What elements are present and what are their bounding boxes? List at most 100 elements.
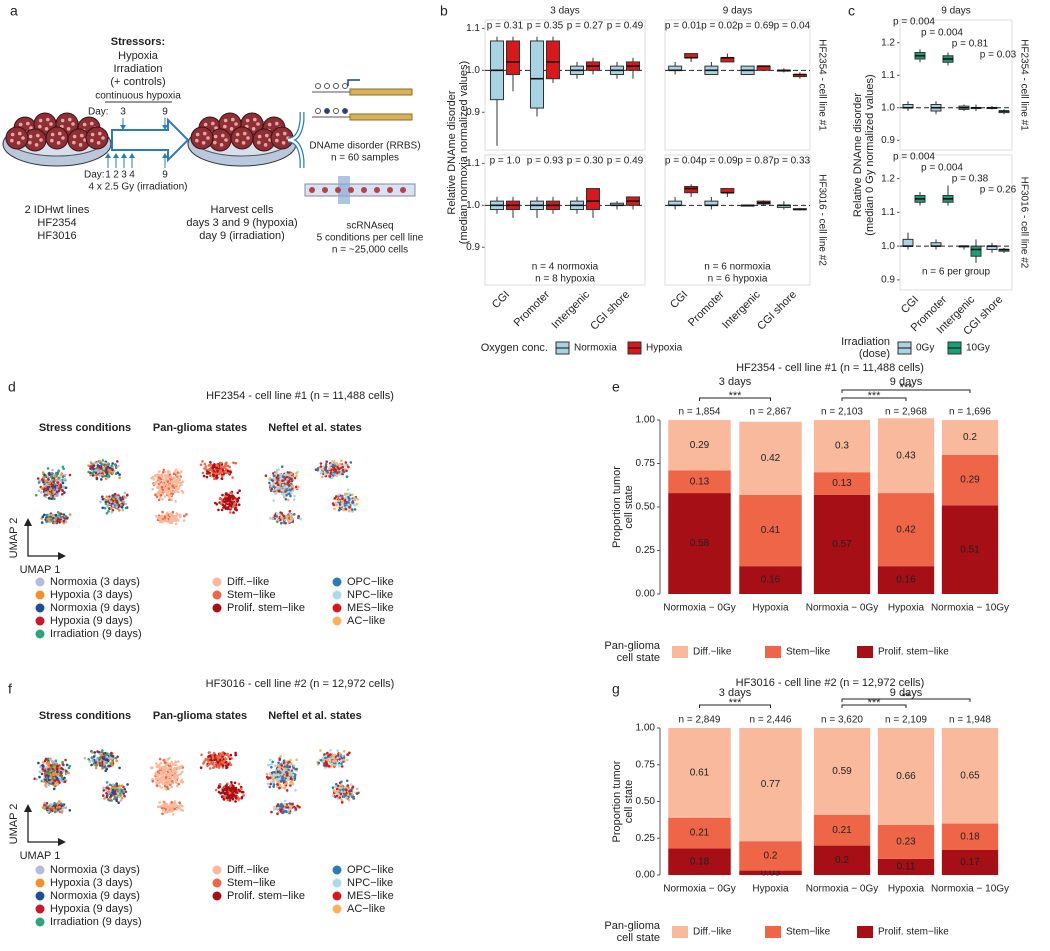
legend-swatch xyxy=(35,616,45,626)
umap-cell xyxy=(280,764,284,767)
umap-cell xyxy=(333,497,337,500)
umap-cell xyxy=(94,473,97,477)
umap-cell xyxy=(285,485,289,489)
p-value: p = 0.02 xyxy=(701,21,738,32)
umap-cell xyxy=(155,784,159,787)
umap-cell xyxy=(111,788,115,792)
umap-cell xyxy=(49,805,52,809)
umap-cell xyxy=(272,773,276,776)
umap-cell xyxy=(37,489,41,493)
umap-cell xyxy=(107,787,110,790)
umap-cell xyxy=(171,510,175,514)
cell xyxy=(26,121,30,126)
umap-cell xyxy=(202,474,206,478)
umap-cell xyxy=(115,759,118,763)
umap-cell xyxy=(289,516,293,520)
cell xyxy=(219,143,224,147)
umap-cell xyxy=(63,780,67,783)
umap-cell xyxy=(297,485,300,489)
umap-cell xyxy=(161,498,164,501)
umap-cell xyxy=(179,780,183,783)
umap-cell xyxy=(348,509,351,513)
sc-cell xyxy=(335,187,341,193)
note: n = 6 hypoxia xyxy=(708,274,768,285)
cell xyxy=(267,122,272,127)
umap-cell xyxy=(174,770,178,774)
umap-cell xyxy=(68,513,72,516)
umap-cell xyxy=(318,467,322,470)
sc-cell xyxy=(322,187,328,193)
umap-cell xyxy=(170,801,173,804)
umap-cell xyxy=(110,761,113,764)
legend-swatch xyxy=(332,616,342,626)
umap-cell xyxy=(180,770,184,774)
umap-cell xyxy=(119,799,123,802)
umap-cell xyxy=(50,497,53,501)
umap-cell xyxy=(238,489,241,493)
umap-cell xyxy=(321,468,325,471)
umap-cell xyxy=(335,794,339,798)
umap-cell xyxy=(220,508,224,512)
value-label: 0.03 xyxy=(761,867,781,878)
y-tick-label: 1.0 xyxy=(881,102,895,113)
note: n = 6 normoxia xyxy=(704,262,771,273)
umap-cell xyxy=(119,496,122,500)
umap-cell xyxy=(51,485,54,488)
umap-cell xyxy=(209,758,212,762)
umap-cell xyxy=(277,468,280,471)
umap-cell xyxy=(220,795,224,799)
significance: ** xyxy=(902,691,911,703)
umap-cell xyxy=(224,463,227,467)
value-label: 0.21 xyxy=(690,828,710,839)
umap-cell xyxy=(62,519,66,523)
umap-cell xyxy=(329,463,333,467)
umap-cell xyxy=(324,465,328,469)
umap-cell xyxy=(53,761,56,764)
umap-cell xyxy=(45,513,49,517)
umap-cell xyxy=(158,757,162,761)
facet-frame xyxy=(664,19,811,151)
cell xyxy=(224,138,228,142)
umap-cell xyxy=(161,515,165,519)
umap-cell xyxy=(45,482,48,486)
umap-cell xyxy=(100,750,104,754)
umap-cell xyxy=(345,469,348,473)
umap-cell xyxy=(273,764,277,768)
facet-frame xyxy=(484,154,646,286)
umap-cell xyxy=(179,481,183,485)
umap-cell xyxy=(340,762,343,765)
category-label: CGI xyxy=(490,289,512,311)
bar-segment xyxy=(813,420,871,473)
umap-cell xyxy=(108,797,111,801)
umap-cell xyxy=(201,460,204,463)
umap-cell xyxy=(61,465,65,469)
umap-cell xyxy=(227,763,230,766)
legend-label: Stem−like xyxy=(786,647,831,658)
tss xyxy=(347,79,360,86)
legend-label: Normoxia (9 days) xyxy=(50,602,140,614)
umap-cell xyxy=(280,802,283,806)
umap-cell xyxy=(278,758,282,761)
umap-cell xyxy=(342,749,346,753)
umap-cell xyxy=(159,761,163,765)
rrbs-label: DNAme disorder (RRBS) xyxy=(309,141,420,152)
umap-cell xyxy=(166,787,170,791)
umap-cell xyxy=(335,495,338,498)
umap-cell xyxy=(57,489,61,493)
umap-cell xyxy=(276,812,279,815)
umap-cell xyxy=(157,773,160,777)
value-label: 0.2 xyxy=(835,855,849,866)
umap-cell xyxy=(180,470,183,473)
value-label: 0.42 xyxy=(761,453,781,464)
umap-cell xyxy=(219,461,222,465)
category-label: Intergenic xyxy=(550,288,593,331)
panel-label: d xyxy=(8,379,16,395)
cpg xyxy=(342,108,348,114)
umap-cell xyxy=(102,789,105,792)
umap-cell xyxy=(353,496,356,500)
legend-label: Hypoxia (3 days) xyxy=(50,589,133,601)
umap-cell xyxy=(89,461,93,464)
umap-cell xyxy=(235,508,238,512)
umap-cell xyxy=(156,777,159,780)
umap-cell xyxy=(342,470,346,474)
